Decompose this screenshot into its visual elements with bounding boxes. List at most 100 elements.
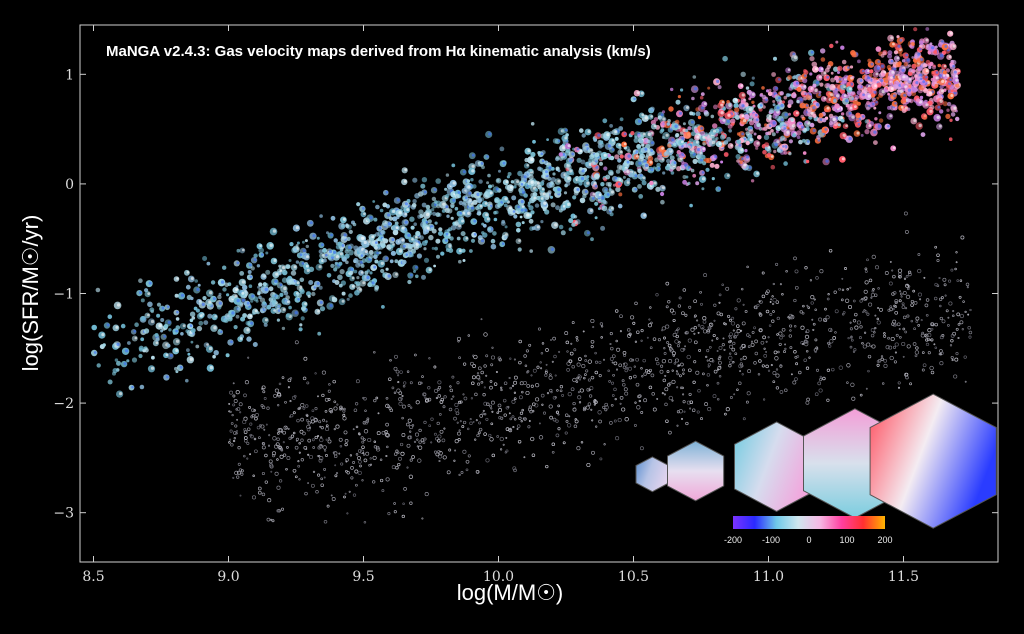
galaxy-point [504,225,508,229]
galaxy-point-core [806,104,809,107]
galaxy-point [434,221,438,225]
galaxy-point [841,59,847,65]
galaxy-point-core [678,111,683,115]
galaxy-point-core [464,196,468,200]
galaxy-point-core [294,311,298,315]
galaxy-point [288,305,292,310]
galaxy-point [851,52,857,58]
galaxy-point [757,135,762,140]
galaxy-point [390,244,394,248]
galaxy-point [235,314,240,319]
galaxy-point-core [642,176,646,180]
galaxy-point-core [653,181,657,185]
galaxy-point [770,164,776,170]
galaxy-point-core [444,239,448,242]
galaxy-point [196,325,203,332]
galaxy-point [837,71,840,74]
galaxy-point [107,379,113,385]
galaxy-point-core [212,297,216,301]
galaxy-point [318,285,323,290]
galaxy-point [835,40,839,44]
galaxy-point [722,55,728,62]
galaxy-point [263,307,268,311]
galaxy-point [380,243,386,249]
galaxy-point-core [220,280,225,284]
galaxy-point [471,194,475,198]
galaxy-point [864,129,870,135]
galaxy-point-core [273,259,277,262]
galaxy-point-core [299,286,303,289]
galaxy-point-core [415,265,418,269]
galaxy-point [934,83,939,88]
galaxy-point-core [387,274,391,278]
galaxy-point-core [755,113,758,117]
galaxy-point-core [530,157,534,162]
galaxy-point-core [524,208,527,212]
galaxy-point-core [371,281,375,285]
galaxy-point [281,326,286,331]
galaxy-point [787,75,792,80]
galaxy-point-core [480,162,484,165]
galaxy-point [702,161,707,166]
galaxy-point [346,297,350,301]
galaxy-point-core [385,190,389,194]
quiescent-point [373,440,377,444]
galaxy-point-core [401,226,405,230]
quiescent-point [808,356,811,359]
galaxy-point-core [769,124,772,127]
galaxy-point-core [600,196,605,200]
galaxy-point-core [606,193,610,196]
quiescent-point [379,458,383,462]
galaxy-point [887,105,891,110]
galaxy-point-core [161,306,165,310]
galaxy-point [707,86,711,90]
quiescent-point [950,339,954,343]
galaxy-point-core [509,185,513,189]
galaxy-point-core [700,126,704,130]
galaxy-point [874,117,878,121]
galaxy-point [180,332,184,336]
galaxy-point [534,188,539,192]
galaxy-point-core [776,106,780,110]
galaxy-point [790,117,795,122]
galaxy-point-core [597,133,601,137]
galaxy-point-core [712,129,716,133]
galaxy-point-core [787,68,791,72]
quiescent-point [483,432,487,436]
galaxy-point-core [545,170,548,174]
galaxy-point-core [903,93,907,97]
quiescent-point [490,422,494,426]
galaxy-point [160,318,165,322]
galaxy-point-core [329,303,333,308]
galaxy-point-core [471,169,475,173]
galaxy-point [356,202,361,207]
galaxy-point-core [587,130,591,133]
galaxy-point-core [275,272,279,276]
galaxy-point-core [741,132,745,136]
galaxy-point [837,123,841,127]
galaxy-point [530,151,536,158]
galaxy-point [410,225,415,230]
galaxy-point-core [759,104,763,107]
galaxy-point-core [548,166,552,170]
galaxy-point-core [867,76,871,80]
galaxy-point [334,280,340,285]
galaxy-point [322,248,327,253]
galaxy-point [834,103,840,109]
galaxy-point-core [606,132,610,137]
galaxy-point [851,91,856,95]
quiescent-point [794,377,798,381]
galaxy-point-core [186,271,190,274]
galaxy-point [175,325,181,330]
galaxy-point [394,259,399,264]
quiescent-point [558,350,561,353]
galaxy-point [679,131,684,136]
quiescent-point [500,416,504,420]
galaxy-point-core [540,197,544,200]
galaxy-point [937,63,942,68]
galaxy-point [450,216,454,220]
galaxy-point-core [938,124,942,128]
galaxy-point-core [917,52,921,56]
galaxy-point [490,238,496,244]
